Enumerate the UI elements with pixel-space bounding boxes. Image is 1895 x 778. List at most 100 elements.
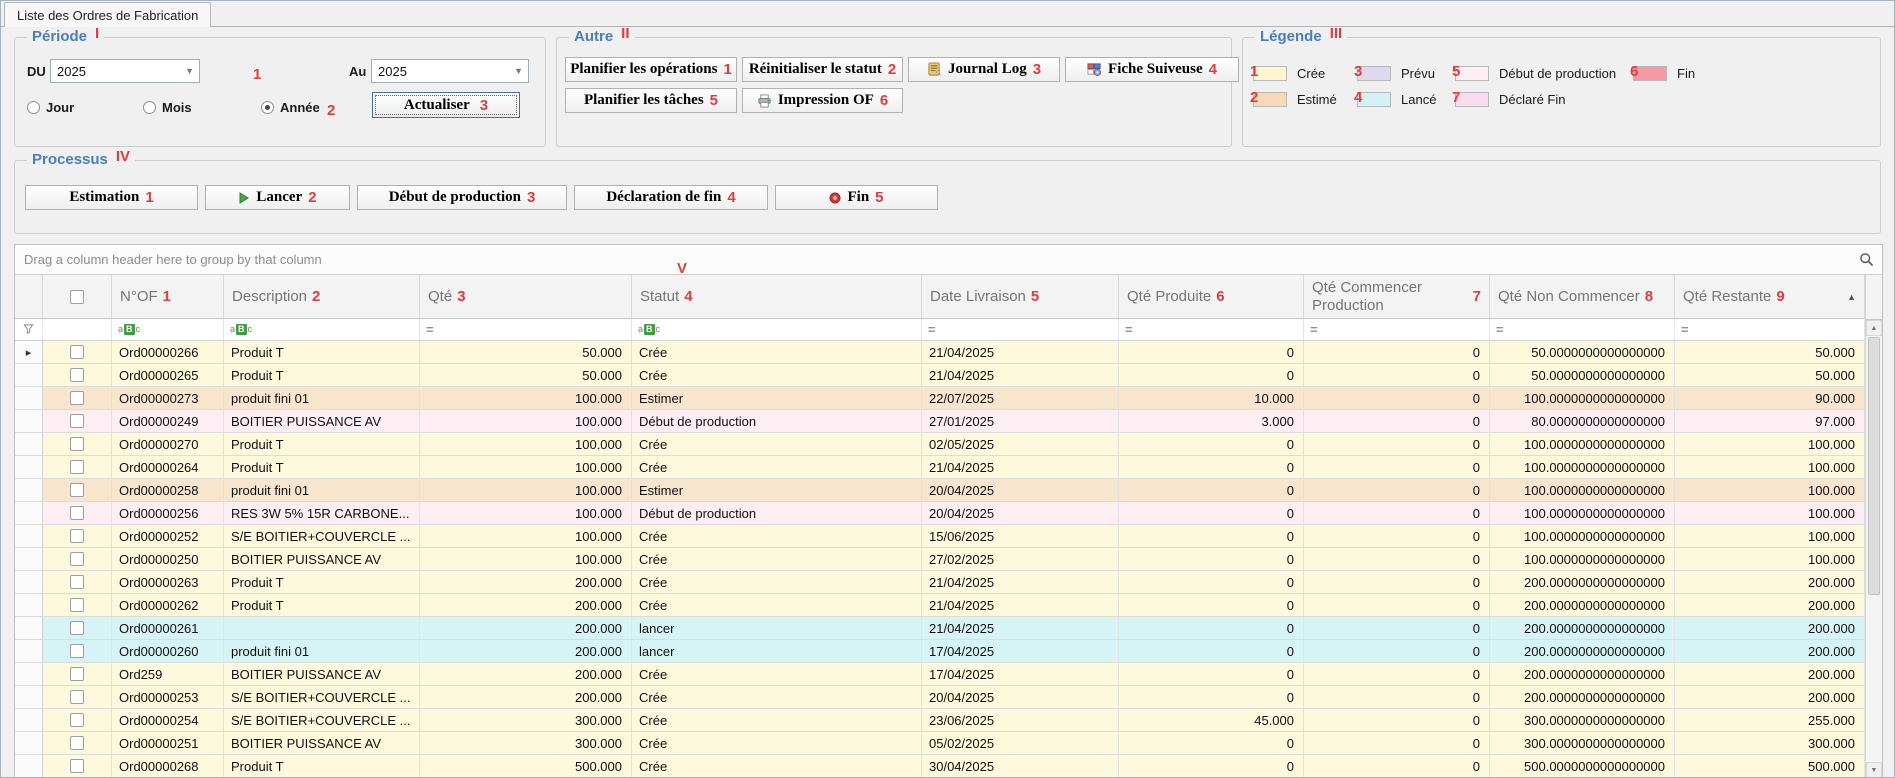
table-row[interactable]: Ord00000265Produit T50.000Crée21/04/2025… [15,364,1865,387]
row-checkbox-cell[interactable] [43,341,112,364]
row-checkbox[interactable] [70,736,84,750]
table-row[interactable]: Ord00000249BOITIER PUISSANCE AV100.000Dé… [15,410,1865,433]
table-row[interactable]: Ord00000254S/E BOITIER+COUVERCLE ...300.… [15,709,1865,732]
column-header-qte-commencer-production[interactable]: Qté Commencer Production7 [1304,275,1490,319]
row-checkbox-cell[interactable] [43,663,112,686]
du-year-select[interactable]: 2025 ▼ [50,59,200,83]
filter-cell-description[interactable]: aBc [224,319,420,341]
row-checkbox[interactable] [70,414,84,428]
actualiser-button[interactable]: Actualiser 3 [372,92,520,118]
row-checkbox[interactable] [70,759,84,773]
fiche-suiveuse-button[interactable]: Fiche Suiveuse4 [1065,57,1239,82]
row-checkbox-cell[interactable] [43,502,112,525]
row-checkbox[interactable] [70,460,84,474]
column-header-n-of[interactable]: N°OF1 [112,275,224,319]
filter-cell-date-livraison[interactable]: = [922,319,1119,341]
row-checkbox[interactable] [70,483,84,497]
filter-cell-qte[interactable]: = [420,319,632,341]
scroll-up-button[interactable]: ▲ [1866,320,1882,336]
journal-log-button[interactable]: Journal Log3 [908,57,1060,82]
row-checkbox-cell[interactable] [43,387,112,410]
radio-mois[interactable]: Mois [143,100,192,115]
row-checkbox[interactable] [70,690,84,704]
table-row[interactable]: Ord00000253S/E BOITIER+COUVERCLE ...200.… [15,686,1865,709]
table-row[interactable]: Ord00000261200.000lancer21/04/202500200.… [15,617,1865,640]
debut-de-production-button[interactable]: Début de production3 [357,185,567,210]
tab-liste-des-ordres-de-fabrication[interactable]: Liste des Ordres de Fabrication [4,2,211,27]
row-checkbox-cell[interactable] [43,433,112,456]
row-checkbox[interactable] [70,575,84,589]
row-checkbox[interactable] [70,529,84,543]
filter-cell-qte-produite[interactable]: = [1119,319,1304,341]
row-checkbox[interactable] [70,552,84,566]
select-all-checkbox[interactable] [70,290,84,304]
row-checkbox-cell[interactable] [43,410,112,433]
table-row[interactable]: Ord00000268Produit T500.000Crée30/04/202… [15,755,1865,778]
group-by-panel[interactable]: Drag a column header here to group by th… [15,245,1882,275]
table-row[interactable]: ▸Ord00000266Produit T50.000Crée21/04/202… [15,341,1865,364]
row-checkbox-cell[interactable] [43,479,112,502]
scrollbar-thumb[interactable] [1868,337,1880,595]
row-checkbox[interactable] [70,345,84,359]
fin-button[interactable]: Fin5 [775,185,938,210]
row-checkbox-cell[interactable] [43,709,112,732]
table-row[interactable]: Ord00000258produit fini 01100.000Estimer… [15,479,1865,502]
impression-of-button[interactable]: Impression OF6 [742,88,903,113]
column-header-qte-produite[interactable]: Qté Produite6 [1119,275,1304,319]
table-row[interactable]: Ord00000263Produit T200.000Crée21/04/202… [15,571,1865,594]
table-row[interactable]: Ord00000273produit fini 01100.000Estimer… [15,387,1865,410]
table-row[interactable]: Ord00000270Produit T100.000Crée02/05/202… [15,433,1865,456]
row-checkbox[interactable] [70,621,84,635]
column-header-description[interactable]: Description2 [224,275,420,319]
planifier-les-operations-button[interactable]: Planifier les opérations1 [565,57,737,82]
declaration-de-fin-button[interactable]: Déclaration de fin4 [574,185,768,210]
estimation-button[interactable]: Estimation1 [25,185,198,210]
select-all-cell[interactable] [43,275,112,319]
row-checkbox[interactable] [70,598,84,612]
au-year-select[interactable]: 2025 ▼ [371,59,529,83]
row-checkbox-cell[interactable] [43,594,112,617]
row-checkbox-cell[interactable] [43,640,112,663]
planifier-les-taches-button[interactable]: Planifier les tâches5 [565,88,737,113]
scroll-down-button[interactable]: ▼ [1866,762,1882,778]
reinitialiser-le-statut-button[interactable]: Réinitialiser le statut2 [742,57,903,82]
column-header-qte-restante[interactable]: Qté Restante9▲ [1675,275,1865,319]
filter-cell-n-of[interactable]: aBc [112,319,224,341]
row-checkbox[interactable] [70,368,84,382]
column-header-qte-non-commencer[interactable]: Qté Non Commencer8 [1490,275,1675,319]
filter-funnel-cell[interactable] [15,319,43,341]
lancer-button[interactable]: Lancer2 [205,185,350,210]
filter-cell-statut[interactable]: aBc [632,319,922,341]
row-checkbox-cell[interactable] [43,755,112,778]
row-checkbox-cell[interactable] [43,364,112,387]
row-checkbox[interactable] [70,667,84,681]
table-row[interactable]: Ord00000252S/E BOITIER+COUVERCLE ...100.… [15,525,1865,548]
row-checkbox-cell[interactable] [43,548,112,571]
row-checkbox-cell[interactable] [43,686,112,709]
table-row[interactable]: Ord00000251BOITIER PUISSANCE AV300.000Cr… [15,732,1865,755]
table-row[interactable]: Ord00000264Produit T100.000Crée21/04/202… [15,456,1865,479]
table-row[interactable]: Ord00000256RES 3W 5% 15R CARBONE...100.0… [15,502,1865,525]
row-checkbox-cell[interactable] [43,525,112,548]
row-checkbox[interactable] [70,644,84,658]
row-checkbox-cell[interactable] [43,456,112,479]
row-checkbox[interactable] [70,506,84,520]
radio-jour[interactable]: Jour [27,100,74,115]
vertical-scrollbar[interactable]: ▲ ▼ [1865,275,1882,778]
radio-annee[interactable]: Année [261,100,320,115]
filter-cell-qte-restante[interactable]: = [1675,319,1865,341]
filter-cell-qte-non-commencer[interactable]: = [1490,319,1675,341]
table-row[interactable]: Ord00000262Produit T200.000Crée21/04/202… [15,594,1865,617]
filter-cell-qte-commencer-production[interactable]: = [1304,319,1490,341]
search-icon[interactable] [1859,252,1874,270]
table-row[interactable]: Ord259BOITIER PUISSANCE AV200.000Crée17/… [15,663,1865,686]
row-checkbox-cell[interactable] [43,571,112,594]
table-row[interactable]: Ord00000260produit fini 01200.000lancer1… [15,640,1865,663]
row-checkbox[interactable] [70,713,84,727]
column-header-date-livraison[interactable]: Date Livraison5 [922,275,1119,319]
row-checkbox-cell[interactable] [43,617,112,640]
table-row[interactable]: Ord00000250BOITIER PUISSANCE AV100.000Cr… [15,548,1865,571]
column-header-statut[interactable]: Statut4 [632,275,922,319]
row-checkbox-cell[interactable] [43,732,112,755]
row-checkbox[interactable] [70,437,84,451]
